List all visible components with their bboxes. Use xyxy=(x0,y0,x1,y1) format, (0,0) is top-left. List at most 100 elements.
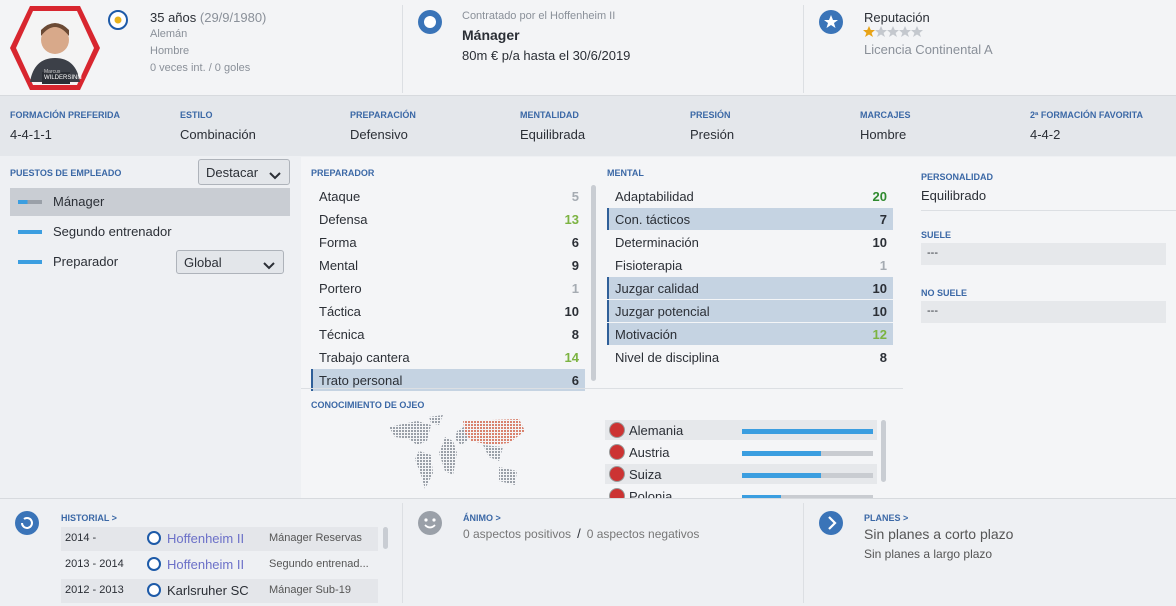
photo-first-name: Marcus xyxy=(44,69,61,75)
tactic-label: ESTILO xyxy=(180,110,213,120)
landmass xyxy=(389,421,431,445)
roles-panel: PUESTOS DE EMPLEADO Destacar Mánager Segund… xyxy=(0,157,300,498)
divider xyxy=(803,503,804,603)
role-indicator xyxy=(18,230,42,234)
morale-title[interactable]: ÁNIMO > xyxy=(463,513,501,523)
header xyxy=(0,0,1176,96)
attribute-name: Mental xyxy=(319,258,359,273)
history-club: Hoffenheim II xyxy=(167,531,245,546)
tactic-value: Equilibrada xyxy=(520,127,586,142)
role-row[interactable]: Mánager xyxy=(10,188,290,216)
attribute-value: 20 xyxy=(872,189,887,204)
attribute-row: Juzgar potencial 10 xyxy=(607,300,893,322)
role-row[interactable]: Preparador Global xyxy=(10,248,290,276)
attribute-row: Trabajo cantera 14 xyxy=(311,346,585,368)
landmass xyxy=(455,425,467,445)
tactic-label: PRESIÓN xyxy=(690,110,731,120)
attribute-row: Táctica 10 xyxy=(311,300,585,322)
knowledge-bar xyxy=(742,429,873,434)
role-name: Segundo entrenador xyxy=(53,224,172,239)
attribute-row: Ataque 5 xyxy=(311,185,585,207)
attribute-value: 10 xyxy=(872,304,887,319)
attribute-name: Trabajo cantera xyxy=(319,350,410,365)
attribute-value: 10 xyxy=(872,235,887,250)
attribute-name: Táctica xyxy=(319,304,361,319)
flag xyxy=(609,466,625,482)
dropdown-arrow xyxy=(263,258,275,273)
plans-title[interactable]: PLANES > xyxy=(864,513,909,523)
role-dropdown[interactable]: Global xyxy=(176,250,284,274)
birth-date: (29/9/1980) xyxy=(199,10,267,25)
attribute-row: Determinación 10 xyxy=(607,231,893,253)
club-badge xyxy=(108,10,128,30)
roles-title: PUESTOS DE EMPLEADO xyxy=(10,168,122,178)
attribute-row: Nivel de disciplina 8 xyxy=(607,346,893,368)
attribute-row: Defensa 13 xyxy=(311,208,585,230)
attribute-value: 12 xyxy=(872,327,887,342)
dropdown-text: Global xyxy=(184,255,222,270)
history-years: 2013 - 2014 xyxy=(65,558,124,570)
morale-summary: 0 aspectos positivos / 0 aspectos negativo… xyxy=(463,526,699,541)
morale-positive: 0 aspectos positivos xyxy=(463,527,572,541)
history-row[interactable]: 2012 - 2013 Karlsruher SC Mánager Sub-19 xyxy=(61,579,378,603)
age: 35 años xyxy=(150,10,197,25)
country-row: Suiza xyxy=(605,464,877,484)
attribute-row: Técnica 8 xyxy=(311,323,585,345)
history-row[interactable]: 2014 - Hoffenheim II Mánager Reservas xyxy=(61,527,378,551)
history-title[interactable]: HISTORIAL > xyxy=(61,513,117,523)
attribute-name: Trato personal xyxy=(319,373,403,388)
attribute-name: Técnica xyxy=(319,327,365,342)
role-name: Mánager xyxy=(53,194,105,209)
license: Licencia Continental A xyxy=(864,42,993,57)
attribute-name: Adaptabilidad xyxy=(615,189,694,204)
attribute-row: Portero 1 xyxy=(311,277,585,299)
knowledge-bar xyxy=(742,473,821,478)
tactics-band: FORMACIÓN PREFERIDA 4-4-1-1 ESTILO Combinac… xyxy=(0,96,1176,156)
star xyxy=(911,26,923,37)
attribute-name: Nivel de disciplina xyxy=(615,350,720,365)
attribute-value: 14 xyxy=(564,350,579,365)
scrollbar xyxy=(591,185,596,381)
reputation-label: Reputación xyxy=(864,10,930,25)
landmass xyxy=(439,437,457,475)
attribute-name: Juzgar potencial xyxy=(615,304,710,319)
divider xyxy=(402,503,403,603)
likes-value: --- xyxy=(921,243,1166,265)
country-row: Austria xyxy=(605,442,877,462)
reputation-stars xyxy=(863,26,923,37)
attribute-value: 8 xyxy=(571,327,579,342)
attribute-value: 10 xyxy=(564,304,579,319)
attribute-value: 6 xyxy=(571,373,579,388)
personality-title: PERSONALIDAD xyxy=(921,172,994,182)
history-icon xyxy=(14,510,40,539)
tactic-value: Defensivo xyxy=(350,127,408,142)
history-years: 2014 - xyxy=(65,532,97,544)
star xyxy=(887,26,899,37)
attribute-row: Mental 9 xyxy=(311,254,585,276)
tactic-label: MARCAJES xyxy=(860,110,911,120)
landmass xyxy=(415,451,433,489)
highlight-dropdown[interactable]: Destacar xyxy=(198,159,290,185)
morale-negative: 0 aspectos negativos xyxy=(586,527,700,541)
contract-club: Contratado por el Hoffenheim II xyxy=(462,10,616,22)
role-indicator xyxy=(18,260,42,264)
attribute-value: 5 xyxy=(571,189,579,204)
attribute-name: Determinación xyxy=(615,235,699,250)
tactic-value: Combinación xyxy=(180,127,256,142)
role-row[interactable]: Segundo entrenador xyxy=(10,218,290,246)
bottom-band: HISTORIAL > 2014 - Hoffenheim II Mánager Re… xyxy=(0,498,1176,606)
history-row[interactable]: 2013 - 2014 Hoffenheim II Segundo entrenad… xyxy=(61,553,378,577)
flag xyxy=(609,444,625,460)
country-name: Alemania xyxy=(629,423,684,438)
attribute-name: Con. tácticos xyxy=(615,212,691,227)
world-map xyxy=(389,415,525,489)
landmass xyxy=(463,419,525,445)
attribute-name: Portero xyxy=(319,281,362,296)
country-name: Suiza xyxy=(629,467,662,482)
star xyxy=(875,26,887,37)
attribute-value: 1 xyxy=(571,281,579,296)
landmass xyxy=(483,445,503,461)
star xyxy=(863,26,875,37)
scrollbar xyxy=(881,420,886,482)
club-badge xyxy=(147,557,161,571)
